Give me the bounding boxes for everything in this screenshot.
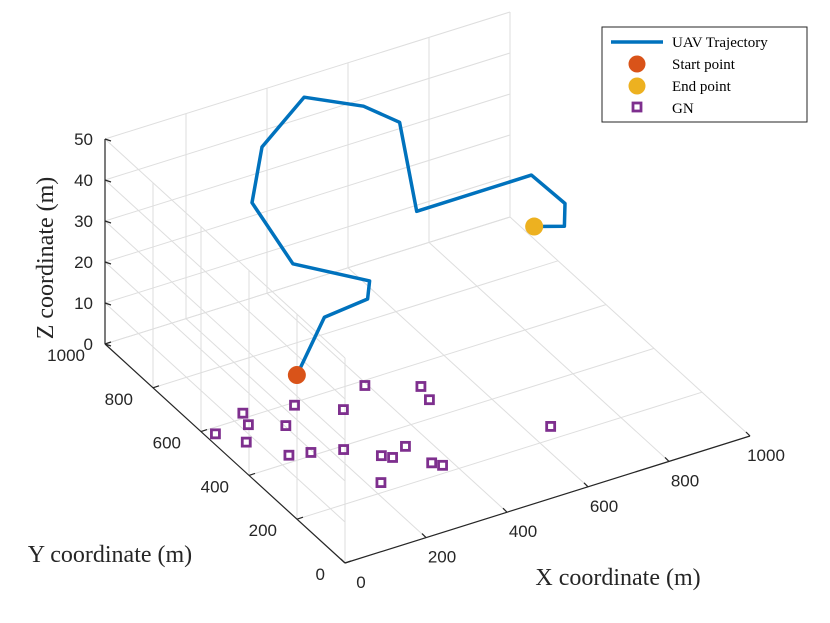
legend-end-swatch [628, 77, 646, 95]
grid-line [296, 391, 703, 520]
x-axis-line [344, 435, 751, 564]
y-axis-line [104, 343, 346, 564]
ground-nodes-group [210, 380, 557, 488]
uav-trajectory-line [250, 95, 567, 377]
z-tick-mark [104, 220, 112, 224]
grid-line [185, 318, 427, 538]
grid-line [104, 175, 511, 304]
grid-line [104, 134, 511, 263]
legend-gn-label: GN [672, 101, 694, 117]
legend-start-swatch [628, 55, 646, 73]
gn-marker [210, 428, 221, 440]
legend-traj-label: UAV Trajectory [672, 35, 768, 51]
grid-line [104, 138, 346, 359]
y-tick-label: 1000 [47, 346, 85, 365]
grid-line [104, 52, 511, 181]
x-tick-label: 600 [590, 497, 618, 516]
z-tick-mark [104, 302, 112, 306]
grid-line [104, 216, 511, 345]
y-tick-mark [104, 341, 112, 345]
legend-end-label: End point [672, 79, 732, 95]
gn-marker [387, 452, 398, 463]
y-tick-mark [296, 516, 304, 520]
y-tick-mark [152, 385, 160, 389]
z-tick-mark [104, 261, 112, 265]
x-tick-mark [502, 507, 508, 513]
grid-line [104, 11, 511, 140]
axes-group [104, 138, 751, 564]
z-axis-label: Z coordinate (m) [33, 177, 59, 340]
gn-marker [237, 407, 249, 419]
trajectory-group [250, 95, 567, 385]
gn-marker [338, 444, 350, 455]
gn-marker [545, 421, 557, 432]
y-tick-mark [248, 472, 256, 476]
grid-line [347, 267, 589, 488]
x-tick-label: 400 [509, 522, 537, 541]
z-tick-label: 30 [74, 212, 93, 231]
y-tick-label: 600 [153, 434, 181, 453]
grid-line [104, 220, 346, 441]
grid-line [104, 261, 346, 482]
end-point-marker [525, 217, 544, 236]
z-tick-mark [104, 179, 112, 183]
x-tick-label: 1000 [747, 446, 785, 465]
x-tick-label: 0 [356, 573, 365, 592]
grid-line [104, 179, 346, 400]
z-tick-label: 50 [74, 130, 93, 149]
y-tick-label: 0 [316, 565, 325, 584]
x-tick-label: 200 [428, 548, 456, 567]
gn-marker [400, 440, 411, 452]
x-tick-label: 800 [671, 471, 699, 490]
start-point-marker [287, 366, 306, 385]
grid-line [104, 302, 346, 523]
grid-line [248, 347, 655, 476]
grid-line [152, 260, 559, 389]
z-tick-label: 20 [74, 253, 93, 272]
y-axis-label: Y coordinate (m) [28, 542, 192, 568]
z-tick-mark [104, 138, 112, 142]
x-axis-label: X coordinate (m) [535, 565, 700, 591]
gn-marker [280, 420, 292, 431]
gn-marker [283, 449, 295, 461]
gn-marker [338, 404, 349, 416]
y-tick-label: 400 [201, 477, 229, 496]
y-tick-mark [200, 429, 208, 433]
y-tick-label: 200 [249, 521, 277, 540]
gn-marker [375, 450, 387, 462]
z-tick-mark [104, 343, 112, 347]
x-tick-mark [664, 456, 670, 462]
y-tick-label: 800 [105, 390, 133, 409]
legend-gn-swatch [631, 101, 643, 113]
legend-start-label: Start point [672, 57, 736, 73]
gn-marker [426, 457, 438, 469]
grid-line [200, 304, 607, 433]
x-tick-mark [340, 558, 346, 564]
gn-marker [375, 477, 387, 488]
gn-marker [242, 419, 254, 431]
gn-marker [289, 399, 300, 411]
gn-marker [437, 459, 448, 471]
z-tick-label: 0 [84, 335, 93, 354]
grid-line [509, 216, 751, 437]
gn-marker [359, 380, 371, 391]
gn-marker [424, 394, 435, 406]
x-tick-mark [745, 431, 751, 437]
gn-marker [240, 436, 252, 448]
legend: UAV Trajectory Start point End point GN [601, 26, 808, 123]
z-tick-label: 10 [74, 294, 93, 313]
tick-labels-group: 0200400600800100002004006008001000010203… [47, 130, 785, 592]
x-tick-mark [583, 482, 589, 488]
grid-line [266, 292, 508, 513]
y-tick-mark [344, 560, 352, 564]
grid-line [104, 93, 511, 222]
x-tick-mark [421, 533, 427, 539]
gn-marker [305, 447, 317, 458]
grid-line [428, 242, 670, 462]
gn-marker [415, 381, 427, 392]
z-tick-label: 40 [74, 171, 93, 190]
